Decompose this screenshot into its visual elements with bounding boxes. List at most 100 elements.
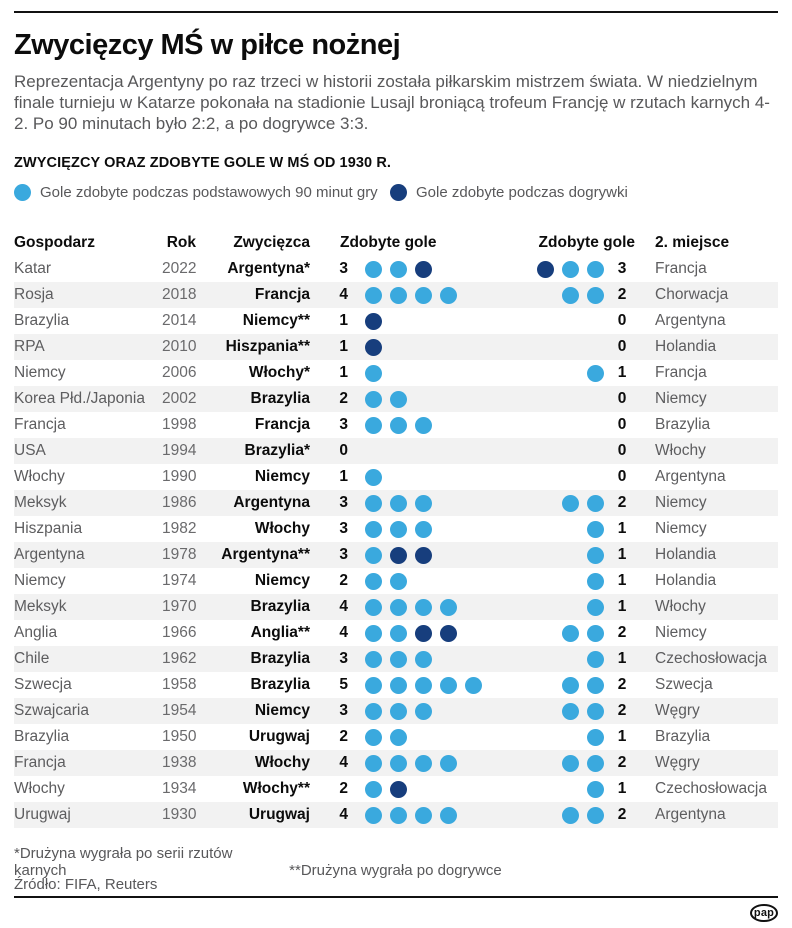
goal-dot-regular [587, 754, 604, 772]
goal-dot-regular [390, 572, 407, 590]
legend-label-regular: Gole zdobyte podczas podstawowych 90 min… [40, 183, 378, 201]
regular-goal-dot-icon [14, 183, 31, 201]
winner-goals-count: 3 [339, 546, 348, 563]
winner-goals-count: 3 [339, 260, 348, 277]
runner-goals-count: 2 [617, 754, 627, 771]
winner-goals-dots [350, 260, 530, 278]
table-row: Katar 2022 Argentyna* 3 3 Francja [14, 256, 778, 282]
table-row: Argentyna 1978 Argentyna** 3 1 Holandia [14, 542, 778, 568]
runner-goals-dots [530, 572, 605, 590]
goal-dot-regular [587, 520, 604, 538]
legend: Gole zdobyte podczas podstawowych 90 min… [14, 182, 778, 202]
host-cell: Rosja [14, 286, 54, 303]
winner-goals-dots [350, 676, 530, 694]
goal-dot-regular [562, 702, 579, 720]
goal-dot-regular [587, 728, 604, 746]
table-row: Rosja 2018 Francja 4 2 Chorwacja [14, 282, 778, 308]
winner-goals-count: 3 [339, 494, 348, 511]
host-cell: Brazylia [14, 312, 70, 329]
year-cell: 1982 [162, 520, 197, 537]
runner-goals-count: 2 [617, 286, 627, 303]
runner-up-cell: Holandia [655, 338, 717, 355]
winner-goals-dots [350, 312, 530, 330]
table-body: Katar 2022 Argentyna* 3 3 Francja Rosja 2018 Fra… [14, 256, 778, 828]
year-cell: 2014 [162, 312, 197, 329]
goal-dot-regular [587, 494, 604, 512]
runner-goals-dots [530, 676, 605, 694]
runner-goals-count: 0 [617, 312, 627, 329]
table-row: Niemcy 2006 Włochy* 1 1 Francja [14, 360, 778, 386]
goal-dot-regular [415, 286, 432, 304]
goal-dot-regular [365, 390, 382, 408]
host-cell: Niemcy [14, 364, 66, 381]
winner-goals-dots [350, 728, 530, 746]
goal-dot-regular [365, 624, 382, 642]
runner-goals-dots [530, 702, 605, 720]
runner-up-cell: Niemcy [655, 390, 707, 407]
goal-dot-regular [587, 676, 604, 694]
winner-goals-dots [350, 390, 530, 408]
goal-dot-regular [365, 468, 382, 486]
host-cell: Hiszpania [14, 520, 83, 537]
goal-dot-regular [562, 624, 579, 642]
host-cell: Meksyk [14, 494, 67, 511]
host-cell: Katar [14, 260, 52, 277]
goal-dot-regular [390, 754, 407, 772]
runner-goals-count: 0 [617, 442, 627, 459]
year-cell: 1930 [162, 806, 197, 823]
goal-dot-regular [415, 806, 432, 824]
runner-goals-count: 1 [617, 546, 627, 563]
winner-goals-count: 4 [339, 806, 348, 823]
winner-goals-count: 1 [339, 312, 348, 329]
winner-goals-count: 5 [339, 676, 348, 693]
goal-dot-regular [390, 598, 407, 616]
winner-goals-dots [350, 780, 530, 798]
winner-goals-count: 3 [339, 416, 348, 433]
winner-goals-count: 1 [339, 468, 348, 485]
winner-goals-count: 4 [339, 286, 348, 303]
runner-goals-count: 1 [617, 572, 627, 589]
runner-goals-count: 2 [617, 676, 627, 693]
year-cell: 1954 [162, 702, 197, 719]
winner-goals-count: 2 [339, 728, 348, 745]
winner-goals-count: 2 [339, 572, 348, 589]
goal-dot-regular [415, 650, 432, 668]
winner-cell: Niemcy [254, 468, 310, 485]
runner-goals-count: 1 [617, 650, 627, 667]
goal-dot-regular [440, 806, 457, 824]
runner-goals-dots [530, 520, 605, 538]
header-host: Gospodarz [14, 234, 95, 251]
winner-cell: Argentyna [233, 494, 310, 511]
table-row: Korea Płd./Japonia 2002 Brazylia 2 0 Niemcy [14, 386, 778, 412]
winner-goals-count: 1 [339, 338, 348, 355]
winner-cell: Francja [254, 416, 310, 433]
year-cell: 1966 [162, 624, 197, 641]
runner-up-cell: Niemcy [655, 520, 707, 537]
header-winner: Zwycięzca [233, 234, 310, 251]
runner-up-cell: Holandia [655, 546, 717, 563]
goal-dot-regular [587, 702, 604, 720]
goal-dot-regular [390, 650, 407, 668]
winner-cell: Brazylia [250, 676, 310, 693]
goal-dot-regular [365, 702, 382, 720]
winner-goals-count: 3 [339, 702, 348, 719]
table-row: Hiszpania 1982 Włochy 3 1 Niemcy [14, 516, 778, 542]
goal-dot-regular [365, 286, 382, 304]
winner-goals-count: 3 [339, 520, 348, 537]
legend-label-extra: Gole zdobyte podczas dogrywki [416, 183, 628, 201]
year-cell: 1970 [162, 598, 197, 615]
runner-goals-count: 3 [617, 260, 627, 277]
year-cell: 1934 [162, 780, 197, 797]
goal-dot-regular [390, 806, 407, 824]
winner-cell: Niemcy** [242, 312, 310, 329]
goal-dot-regular [390, 390, 407, 408]
table-header-row: Gospodarz Rok Zwycięzca Zdobyte gole Zdo… [14, 230, 778, 256]
goal-dot-regular [365, 806, 382, 824]
winner-goals-dots [350, 572, 530, 590]
year-cell: 2002 [162, 390, 197, 407]
table-row: Szwajcaria 1954 Niemcy 3 2 Węgry [14, 698, 778, 724]
table-row: Urugwaj 1930 Urugwaj 4 2 Argentyna [14, 802, 778, 828]
host-cell: Urugwaj [14, 806, 71, 823]
legend-item-regular: Gole zdobyte podczas podstawowych 90 min… [14, 183, 390, 201]
goal-dot-regular [390, 728, 407, 746]
